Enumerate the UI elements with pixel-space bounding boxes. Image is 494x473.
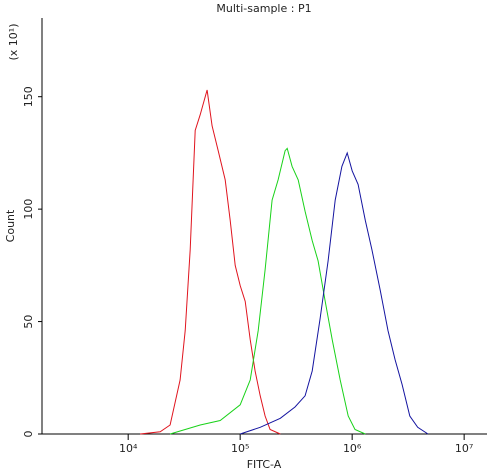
- x-tick-label: 10⁷: [455, 442, 473, 455]
- y-multiplier: (x 10¹): [7, 24, 20, 61]
- x-tick-label: 10⁴: [119, 442, 138, 455]
- histogram-line: [140, 89, 281, 435]
- x-tick-label: 10⁶: [343, 442, 362, 455]
- histogram-line: [240, 151, 429, 435]
- x-tick-label: 10⁵: [231, 442, 249, 455]
- x-axis-label: FITC-A: [247, 458, 282, 471]
- histogram-line: [169, 147, 366, 435]
- y-tick-label: 0: [22, 431, 35, 438]
- y-tick-label: 50: [22, 315, 35, 329]
- y-axis-label: Count: [4, 209, 17, 242]
- y-tick-label: 100: [22, 199, 35, 220]
- y-tick-label: 150: [22, 86, 35, 107]
- chart-title: Multi-sample : P1: [216, 2, 311, 15]
